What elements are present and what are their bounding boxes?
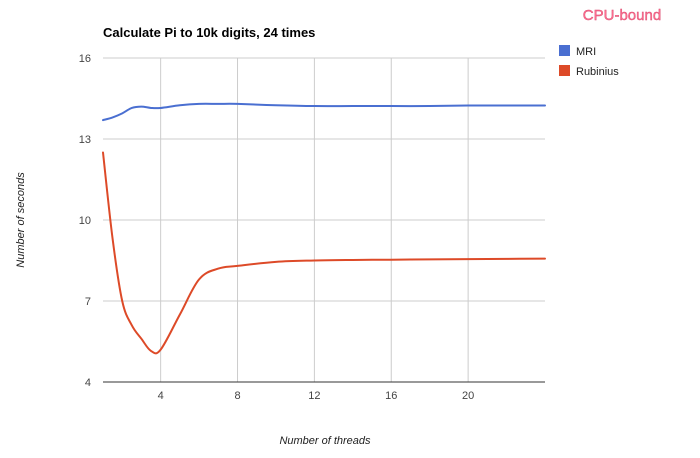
x-tick-label: 12 xyxy=(308,390,320,402)
gridlines xyxy=(103,57,545,382)
cpu-bound-tag: CPU-bound xyxy=(570,3,674,25)
y-tick-label: 13 xyxy=(79,134,91,146)
legend-swatch-mri xyxy=(559,45,570,56)
x-tick-label: 8 xyxy=(234,390,240,402)
tag-background xyxy=(570,3,674,25)
chart-title: Calculate Pi to 10k digits, 24 times xyxy=(103,25,315,40)
x-tick-label: 4 xyxy=(158,390,164,402)
y-tick-label: 7 xyxy=(85,296,91,308)
series-line-mri xyxy=(102,102,546,122)
x-tick-label: 16 xyxy=(385,390,397,402)
legend: MRI Rubinius xyxy=(559,45,619,78)
series-lines xyxy=(102,102,546,355)
legend-label-rubinius: Rubinius xyxy=(576,66,619,78)
y-tick-label: 10 xyxy=(79,215,91,227)
series-line-rubinius xyxy=(102,151,546,355)
x-tick-label: 20 xyxy=(462,390,474,402)
x-axis-label: Number of threads xyxy=(279,435,371,447)
y-axis-label: Number of seconds xyxy=(15,172,27,268)
tag-text: CPU-bound xyxy=(583,7,661,24)
axes: 4 7 10 13 16 4 8 12 16 20 xyxy=(79,53,545,402)
y-tick-label: 16 xyxy=(79,53,91,65)
legend-swatch-rubinius xyxy=(559,65,570,76)
y-tick-label: 4 xyxy=(85,377,91,389)
legend-label-mri: MRI xyxy=(576,46,596,58)
